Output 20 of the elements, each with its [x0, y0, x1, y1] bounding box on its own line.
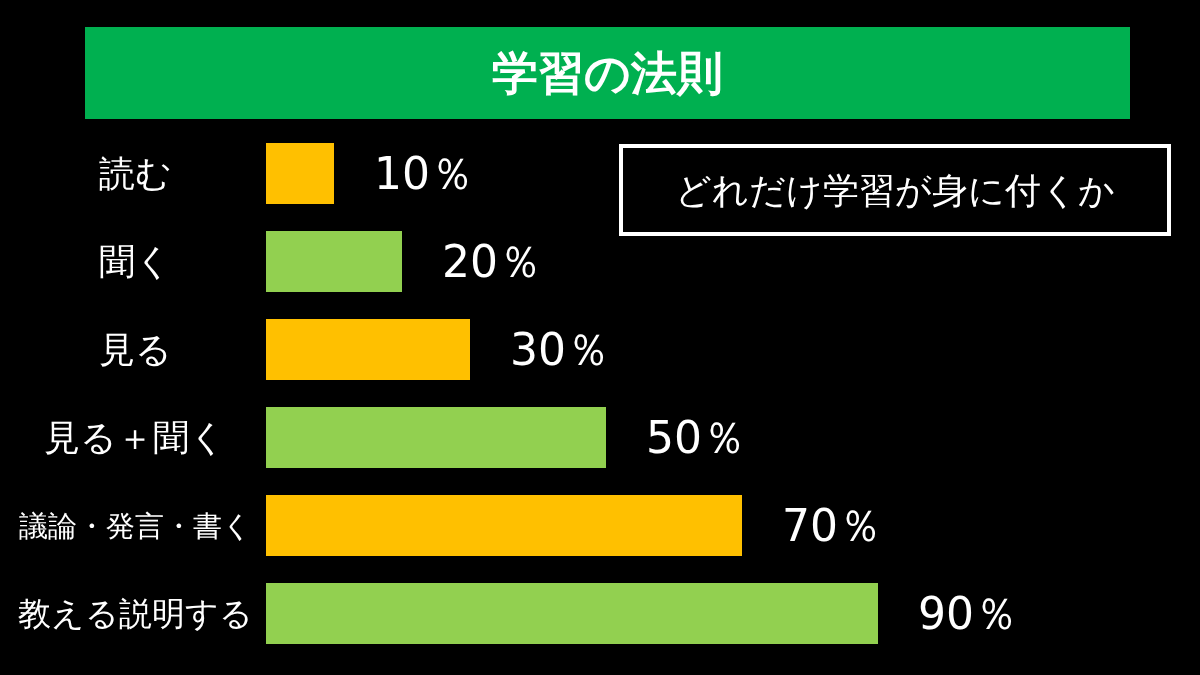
annotation: どれだけ学習が身に付くか [675, 169, 1115, 211]
bar [266, 231, 402, 292]
chart-title: 学習の法則 [491, 46, 723, 100]
y-tick-label: 聞く [98, 241, 172, 282]
y-tick-label: 読む [98, 153, 172, 194]
y-tick-label: 見る＋聞く [44, 417, 226, 458]
bar [266, 495, 742, 556]
data-label: 30％ [510, 324, 610, 375]
y-tick-label: 教える説明する [17, 594, 253, 633]
bar [266, 143, 334, 204]
bar [266, 583, 878, 644]
data-label: 70％ [782, 500, 882, 551]
y-tick-label: 議論・発言・書く [18, 508, 252, 543]
data-label: 90％ [918, 588, 1018, 639]
y-tick-label: 見る [98, 329, 172, 370]
data-label: 50％ [646, 412, 746, 463]
data-label: 10％ [374, 148, 474, 199]
bar [266, 407, 606, 468]
bar [266, 319, 470, 380]
data-label: 20％ [442, 236, 542, 287]
